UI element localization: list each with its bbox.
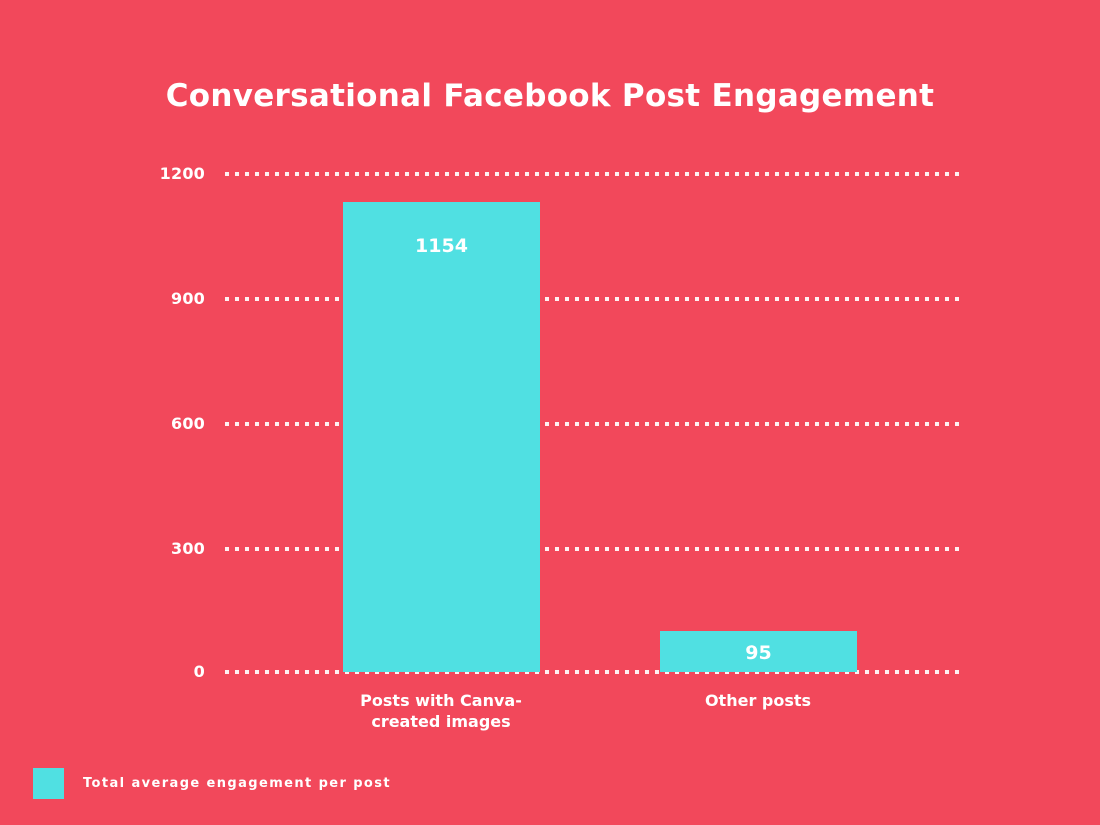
chart-legend[interactable]: Total average engagement per post: [33, 768, 391, 799]
bar-value-label: 95: [745, 642, 772, 664]
ytick-300: 300: [80, 539, 205, 559]
gridline-0: [225, 670, 965, 674]
gridline-900: [225, 297, 965, 301]
ytick-label-300: 300: [171, 539, 205, 558]
bar-other-posts[interactable]: 95: [660, 631, 857, 672]
xtick-label-posts-with-canva-created-images: Posts with Canva- created images: [316, 690, 566, 732]
ytick-600: 600: [80, 414, 205, 434]
ytick-0: 0: [80, 662, 205, 682]
ytick-label-0: 0: [193, 662, 205, 681]
legend-label: Total average engagement per post: [83, 776, 392, 791]
gridline-600: [225, 422, 965, 426]
ytick-label-900: 900: [171, 289, 205, 308]
ytick-900: 900: [80, 289, 205, 309]
ytick-label-1200: 1200: [159, 164, 205, 183]
gridline-300: [225, 547, 965, 551]
chart-title: Conversational Facebook Post Engagement: [165, 78, 935, 114]
bar-posts-with-canva-created-images[interactable]: 1154: [343, 202, 540, 672]
bar-value-label: 1154: [415, 235, 468, 257]
ytick-1200: 1200: [80, 164, 205, 184]
gridline-1200: [225, 172, 965, 176]
xtick-label-other-posts: Other posts: [633, 690, 883, 711]
xtick-line-2: created images: [371, 712, 511, 731]
xtick-line-1: Other posts: [704, 691, 812, 710]
ytick-label-600: 600: [171, 414, 205, 433]
xtick-line-1: Posts with Canva-: [360, 691, 522, 710]
legend-swatch-icon: [33, 768, 64, 799]
